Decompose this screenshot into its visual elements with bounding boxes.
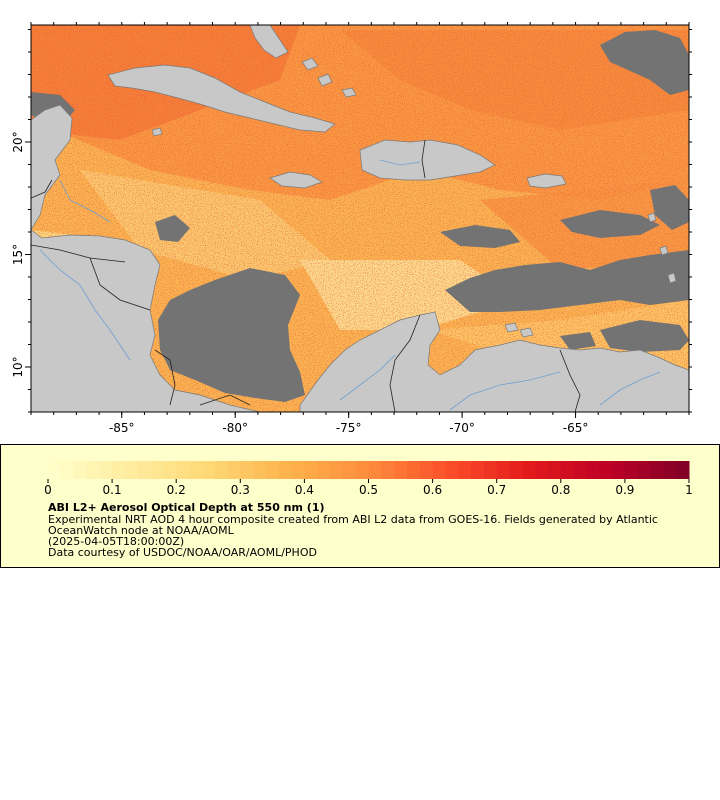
- legend-description: Experimental NRT AOD 4 hour composite cr…: [48, 513, 658, 537]
- color-scale-swatch: [355, 461, 369, 479]
- south-america: [299, 311, 689, 412]
- color-scale-ticks: 0 0.1 0.2 0.3 0.4 0.5 0.6 0.7 0.8 0.9 1: [44, 479, 693, 497]
- color-scale-swatch: [73, 461, 87, 479]
- color-scale-swatch: [304, 461, 318, 479]
- color-scale-tick-label: 0.7: [487, 483, 506, 497]
- map-plot-area: [31, 25, 689, 412]
- color-scale-tick-label: 1: [685, 483, 693, 497]
- color-scale-tick-label: 0.4: [295, 483, 314, 497]
- color-scale-swatch: [483, 461, 498, 479]
- color-scale-swatch: [432, 461, 446, 479]
- color-scale-swatch: [612, 461, 626, 479]
- color-scale-swatch: [60, 461, 75, 479]
- color-scale-swatch: [419, 461, 434, 479]
- color-scale-swatch: [522, 461, 536, 479]
- central-america: [31, 104, 261, 412]
- color-scale-swatch: [214, 461, 228, 479]
- cuba: [107, 64, 336, 133]
- color-scale-swatches: [48, 461, 690, 479]
- legend-credit: Data courtesy of USDOC/NOAA/OAR/AOML/PHO…: [48, 546, 317, 559]
- country-borders: [31, 139, 581, 412]
- color-scale-bar: 0 0.1 0.2 0.3 0.4 0.5 0.6 0.7 0.8 0.9 1: [44, 461, 693, 497]
- color-scale-tick-label: 0.6: [423, 483, 442, 497]
- land-masses: [31, 25, 689, 412]
- color-scale-tick-label: 0.1: [103, 483, 122, 497]
- color-scale-swatch: [560, 461, 575, 479]
- color-scale-swatch: [240, 461, 254, 479]
- color-scale-swatch: [189, 461, 203, 479]
- color-scale-swatch: [253, 461, 267, 479]
- lon-tick-label: -65°: [563, 421, 589, 435]
- lat-tick-label: 10°: [11, 356, 25, 377]
- color-scale-tick-label: 0.9: [615, 483, 634, 497]
- legend-timestamp: (2025-04-05T18:00:00Z): [48, 535, 185, 548]
- color-scale-swatch: [573, 461, 587, 479]
- color-scale-swatch: [227, 461, 241, 479]
- color-scale-swatch: [471, 461, 485, 479]
- lon-tick-label: -70°: [449, 421, 475, 435]
- color-scale-swatch: [124, 461, 139, 479]
- map-figure: -85° -80° -75° -70° -65° 10° 15° 20°: [11, 22, 692, 435]
- color-scale-swatch: [663, 461, 677, 479]
- color-scale-swatch: [330, 461, 344, 479]
- color-scale-swatch: [509, 461, 523, 479]
- lat-tick-label: 15°: [11, 244, 25, 265]
- color-scale-swatch: [265, 461, 280, 479]
- color-scale-swatch: [317, 461, 331, 479]
- color-scale-swatch: [394, 461, 408, 479]
- color-scale-swatch: [86, 461, 100, 479]
- color-scale-tick-label: 0.8: [551, 483, 570, 497]
- color-scale-swatch: [163, 461, 177, 479]
- rivers: [39, 159, 661, 411]
- color-scale-swatch: [676, 461, 690, 479]
- color-scale-swatch: [150, 461, 164, 479]
- legend-panel: 0 0.1 0.2 0.3 0.4 0.5 0.6 0.7 0.8 0.9 1 ABI L2+ Ae…: [0, 444, 720, 568]
- lon-tick-label: -75°: [336, 421, 362, 435]
- lon-tick-label: -80°: [222, 421, 248, 435]
- color-scale-swatch: [342, 461, 357, 479]
- puerto-rico: [526, 173, 567, 189]
- florida-keys: [249, 25, 289, 59]
- color-scale-swatch: [368, 461, 382, 479]
- color-scale-swatch: [624, 461, 639, 479]
- color-scale-swatch: [445, 461, 459, 479]
- color-scale-swatch: [496, 461, 511, 479]
- color-scale-swatch: [291, 461, 305, 479]
- color-scale-swatch: [278, 461, 293, 479]
- color-scale-swatch: [176, 461, 190, 479]
- color-scale-swatch: [650, 461, 664, 479]
- color-scale-tick-label: 0.5: [359, 483, 378, 497]
- jamaica: [269, 171, 323, 189]
- plot-frame: [30, 24, 690, 413]
- color-scale-swatch: [381, 461, 395, 479]
- color-scale-tick-label: 0.3: [231, 483, 250, 497]
- color-scale-swatch: [112, 461, 126, 479]
- color-scale-swatch: [48, 461, 62, 479]
- lat-tick-label: 20°: [11, 131, 25, 152]
- color-scale-swatch: [99, 461, 113, 479]
- color-scale-tick-label: 0: [44, 483, 52, 497]
- color-scale-swatch: [547, 461, 562, 479]
- color-scale-swatch: [406, 461, 421, 479]
- color-scale-swatch: [599, 461, 613, 479]
- longitude-axis: -85° -80° -75° -70° -65°: [30, 22, 690, 435]
- color-scale-swatch: [586, 461, 600, 479]
- color-scale-swatch: [137, 461, 152, 479]
- color-scale-swatch: [201, 461, 216, 479]
- color-scale-swatch: [458, 461, 472, 479]
- color-scale-tick-label: 0.2: [167, 483, 186, 497]
- hispaniola: [359, 139, 496, 181]
- legend-title: ABI L2+ Aerosol Optical Depth at 550 nm …: [48, 501, 325, 514]
- color-scale-swatch: [637, 461, 652, 479]
- latitude-axis: 10° 15° 20°: [11, 29, 692, 413]
- lon-tick-label: -85°: [109, 421, 135, 435]
- color-scale-swatch: [535, 461, 549, 479]
- nodata-areas: [31, 30, 689, 402]
